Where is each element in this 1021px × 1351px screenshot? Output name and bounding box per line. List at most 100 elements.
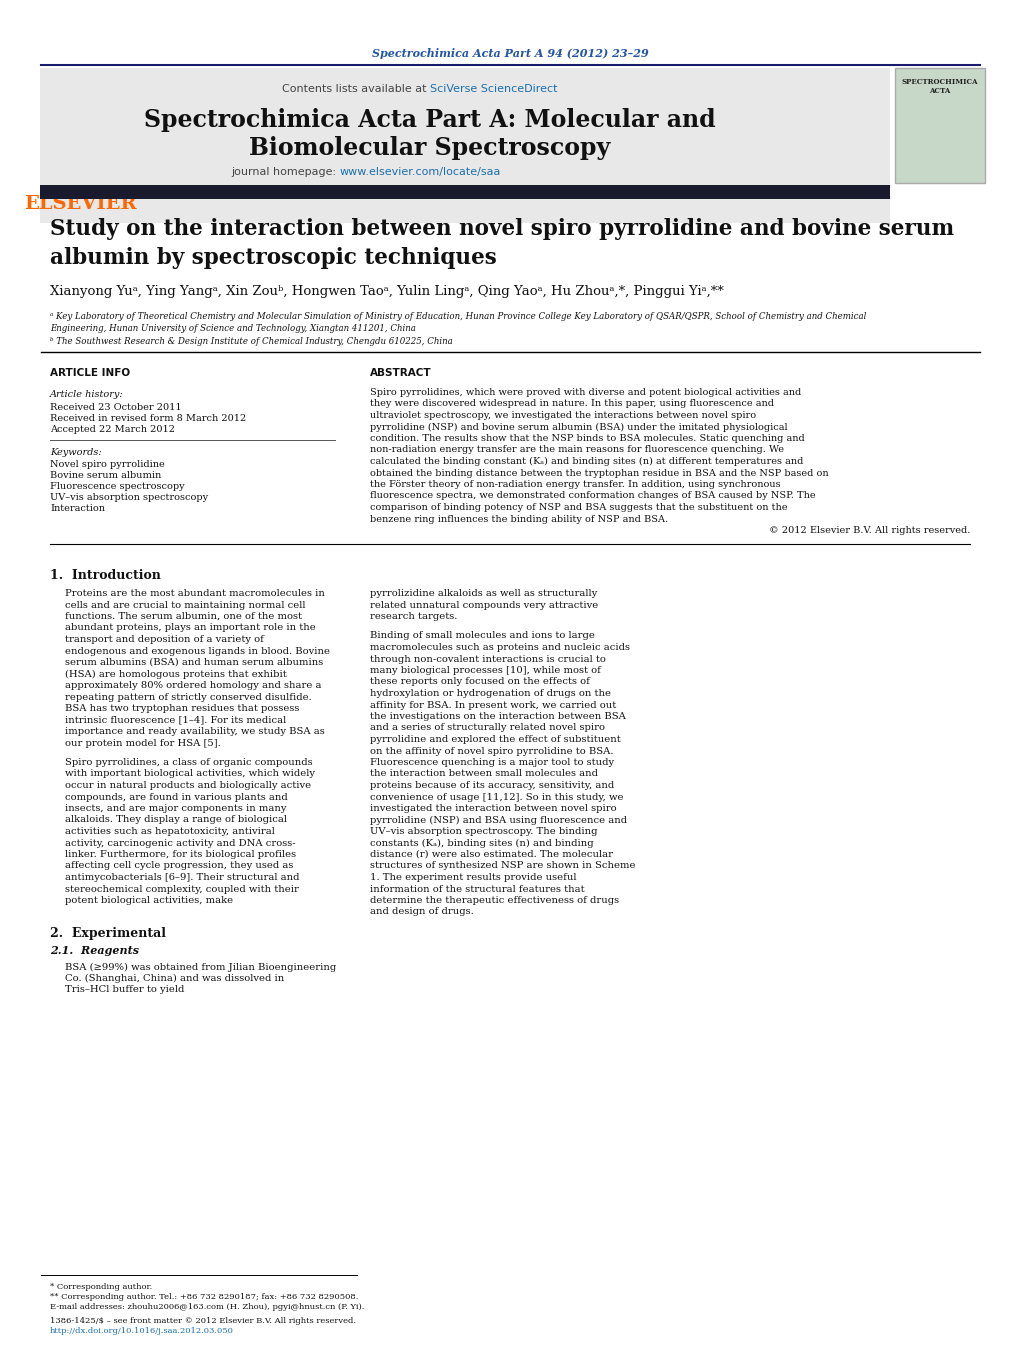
Text: Fluorescence quenching is a major tool to study: Fluorescence quenching is a major tool t… bbox=[370, 758, 614, 767]
Text: on the affinity of novel spiro pyrrolidine to BSA.: on the affinity of novel spiro pyrrolidi… bbox=[370, 747, 614, 755]
Text: obtained the binding distance between the tryptophan residue in BSA and the NSP : obtained the binding distance between th… bbox=[370, 469, 829, 477]
Text: linker. Furthermore, for its biological profiles: linker. Furthermore, for its biological … bbox=[65, 850, 296, 859]
Text: compounds, are found in various plants and: compounds, are found in various plants a… bbox=[65, 793, 288, 801]
Text: transport and deposition of a variety of: transport and deposition of a variety of bbox=[65, 635, 263, 644]
FancyBboxPatch shape bbox=[895, 68, 985, 182]
Text: non-radiation energy transfer are the main reasons for fluorescence quenching. W: non-radiation energy transfer are the ma… bbox=[370, 446, 784, 454]
Text: intrinsic fluorescence [1–4]. For its medical: intrinsic fluorescence [1–4]. For its me… bbox=[65, 716, 286, 724]
Text: the interaction between small molecules and: the interaction between small molecules … bbox=[370, 770, 598, 778]
Text: constants (Kₐ), binding sites (n) and binding: constants (Kₐ), binding sites (n) and bi… bbox=[370, 839, 593, 847]
Text: proteins because of its accuracy, sensitivity, and: proteins because of its accuracy, sensit… bbox=[370, 781, 615, 790]
Text: 1. The experiment results provide useful: 1. The experiment results provide useful bbox=[370, 873, 577, 882]
Text: UV–vis absorption spectroscopy: UV–vis absorption spectroscopy bbox=[50, 493, 208, 503]
Text: BSA (≥99%) was obtained from Jilian Bioengineering: BSA (≥99%) was obtained from Jilian Bioe… bbox=[65, 962, 336, 971]
Text: insects, and are major components in many: insects, and are major components in man… bbox=[65, 804, 287, 813]
Text: endogenous and exogenous ligands in blood. Bovine: endogenous and exogenous ligands in bloo… bbox=[65, 647, 330, 655]
Text: macromolecules such as proteins and nucleic acids: macromolecules such as proteins and nucl… bbox=[370, 643, 630, 653]
Text: these reports only focused on the effects of: these reports only focused on the effect… bbox=[370, 677, 590, 686]
Text: cells and are crucial to maintaining normal cell: cells and are crucial to maintaining nor… bbox=[65, 600, 305, 609]
Text: stereochemical complexity, coupled with their: stereochemical complexity, coupled with … bbox=[65, 885, 299, 893]
Text: they were discovered widespread in nature. In this paper, using fluorescence and: they were discovered widespread in natur… bbox=[370, 400, 774, 408]
Text: through non-covalent interactions is crucial to: through non-covalent interactions is cru… bbox=[370, 654, 605, 663]
Text: www.elsevier.com/locate/saa: www.elsevier.com/locate/saa bbox=[340, 168, 501, 177]
Text: convenience of usage [11,12]. So in this study, we: convenience of usage [11,12]. So in this… bbox=[370, 793, 624, 801]
Text: the Förster theory of non-radiation energy transfer. In addition, using synchron: the Förster theory of non-radiation ener… bbox=[370, 480, 781, 489]
Text: Novel spiro pyrrolidine: Novel spiro pyrrolidine bbox=[50, 459, 164, 469]
Text: Proteins are the most abundant macromolecules in: Proteins are the most abundant macromole… bbox=[65, 589, 325, 598]
Text: BSA has two tryptophan residues that possess: BSA has two tryptophan residues that pos… bbox=[65, 704, 299, 713]
FancyBboxPatch shape bbox=[40, 185, 890, 199]
Text: pyrrolidine (NSP) and bovine serum albumin (BSA) under the imitated physiologica: pyrrolidine (NSP) and bovine serum album… bbox=[370, 423, 787, 431]
Text: Fluorescence spectroscopy: Fluorescence spectroscopy bbox=[50, 482, 185, 490]
Text: Received 23 October 2011: Received 23 October 2011 bbox=[50, 403, 182, 412]
Text: activities such as hepatotoxicity, antiviral: activities such as hepatotoxicity, antiv… bbox=[65, 827, 275, 836]
Text: (HSA) are homologous proteins that exhibit: (HSA) are homologous proteins that exhib… bbox=[65, 670, 287, 678]
Text: * Corresponding author.: * Corresponding author. bbox=[50, 1283, 152, 1292]
Text: Bovine serum albumin: Bovine serum albumin bbox=[50, 471, 161, 480]
Text: activity, carcinogenic activity and DNA cross-: activity, carcinogenic activity and DNA … bbox=[65, 839, 296, 847]
Text: calculated the binding constant (Kₐ) and binding sites (n) at different temperat: calculated the binding constant (Kₐ) and… bbox=[370, 457, 804, 466]
Text: ABSTRACT: ABSTRACT bbox=[370, 367, 432, 378]
Text: ultraviolet spectroscopy, we investigated the interactions between novel spiro: ultraviolet spectroscopy, we investigate… bbox=[370, 411, 757, 420]
Text: pyrrolizidine alkaloids as well as structurally: pyrrolizidine alkaloids as well as struc… bbox=[370, 589, 597, 598]
Text: Received in revised form 8 March 2012: Received in revised form 8 March 2012 bbox=[50, 413, 246, 423]
Text: Engineering, Hunan University of Science and Technology, Xiangtan 411201, China: Engineering, Hunan University of Science… bbox=[50, 324, 416, 332]
Text: alkaloids. They display a range of biological: alkaloids. They display a range of biolo… bbox=[65, 816, 287, 824]
Text: hydroxylation or hydrogenation of drugs on the: hydroxylation or hydrogenation of drugs … bbox=[370, 689, 611, 698]
Text: ᵃ Key Laboratory of Theoretical Chemistry and Molecular Simulation of Ministry o: ᵃ Key Laboratory of Theoretical Chemistr… bbox=[50, 312, 867, 322]
Text: comparison of binding potency of NSP and BSA suggests that the substituent on th: comparison of binding potency of NSP and… bbox=[370, 503, 787, 512]
Text: Spiro pyrrolidines, which were proved with diverse and potent biological activit: Spiro pyrrolidines, which were proved wi… bbox=[370, 388, 801, 397]
Text: Accepted 22 March 2012: Accepted 22 March 2012 bbox=[50, 426, 175, 434]
Text: antimycobacterials [6–9]. Their structural and: antimycobacterials [6–9]. Their structur… bbox=[65, 873, 299, 882]
Text: functions. The serum albumin, one of the most: functions. The serum albumin, one of the… bbox=[65, 612, 302, 621]
Text: ** Corresponding author. Tel.: +86 732 8290187; fax: +86 732 8290508.: ** Corresponding author. Tel.: +86 732 8… bbox=[50, 1293, 358, 1301]
Text: Article history:: Article history: bbox=[50, 390, 124, 399]
Text: occur in natural products and biologically active: occur in natural products and biological… bbox=[65, 781, 311, 790]
Text: ᵇ The Southwest Research & Design Institute of Chemical Industry, Chengdu 610225: ᵇ The Southwest Research & Design Instit… bbox=[50, 336, 452, 346]
Text: affinity for BSA. In present work, we carried out: affinity for BSA. In present work, we ca… bbox=[370, 701, 617, 709]
Text: Spectrochimica Acta Part A 94 (2012) 23–29: Spectrochimica Acta Part A 94 (2012) 23–… bbox=[372, 49, 648, 59]
Text: Binding of small molecules and ions to large: Binding of small molecules and ions to l… bbox=[370, 631, 595, 640]
Text: UV–vis absorption spectroscopy. The binding: UV–vis absorption spectroscopy. The bind… bbox=[370, 827, 597, 836]
Text: abundant proteins, plays an important role in the: abundant proteins, plays an important ro… bbox=[65, 624, 315, 632]
Text: © 2012 Elsevier B.V. All rights reserved.: © 2012 Elsevier B.V. All rights reserved… bbox=[769, 526, 970, 535]
Text: research targets.: research targets. bbox=[370, 612, 457, 621]
Text: http://dx.doi.org/10.1016/j.saa.2012.03.050: http://dx.doi.org/10.1016/j.saa.2012.03.… bbox=[50, 1327, 234, 1335]
Text: serum albumins (BSA) and human serum albumins: serum albumins (BSA) and human serum alb… bbox=[65, 658, 324, 667]
Text: journal homepage:: journal homepage: bbox=[232, 168, 340, 177]
Text: structures of synthesized NSP are shown in Scheme: structures of synthesized NSP are shown … bbox=[370, 862, 635, 870]
Text: 2.  Experimental: 2. Experimental bbox=[50, 928, 166, 940]
FancyBboxPatch shape bbox=[40, 68, 890, 223]
Text: 2.1.  Reagents: 2.1. Reagents bbox=[50, 946, 139, 957]
Text: ARTICLE INFO: ARTICLE INFO bbox=[50, 367, 130, 378]
Text: with important biological activities, which widely: with important biological activities, wh… bbox=[65, 770, 315, 778]
Text: Spectrochimica Acta Part A: Molecular and: Spectrochimica Acta Part A: Molecular an… bbox=[144, 108, 716, 132]
Text: Study on the interaction between novel spiro pyrrolidine and bovine serum: Study on the interaction between novel s… bbox=[50, 218, 955, 240]
Text: Tris–HCl buffer to yield: Tris–HCl buffer to yield bbox=[65, 985, 185, 994]
Text: repeating pattern of strictly conserved disulfide.: repeating pattern of strictly conserved … bbox=[65, 693, 311, 701]
Text: investigated the interaction between novel spiro: investigated the interaction between nov… bbox=[370, 804, 617, 813]
Text: importance and ready availability, we study BSA as: importance and ready availability, we st… bbox=[65, 727, 325, 736]
Text: 1.  Introduction: 1. Introduction bbox=[50, 569, 161, 582]
Text: pyrrolidine and explored the effect of substituent: pyrrolidine and explored the effect of s… bbox=[370, 735, 621, 744]
Text: approximately 80% ordered homology and share a: approximately 80% ordered homology and s… bbox=[65, 681, 322, 690]
Text: SPECTROCHIMICA
ACTA: SPECTROCHIMICA ACTA bbox=[902, 78, 978, 95]
Text: potent biological activities, make: potent biological activities, make bbox=[65, 896, 233, 905]
Text: our protein model for HSA [5].: our protein model for HSA [5]. bbox=[65, 739, 221, 747]
Text: related unnatural compounds very attractive: related unnatural compounds very attract… bbox=[370, 600, 598, 609]
Text: Biomolecular Spectroscopy: Biomolecular Spectroscopy bbox=[249, 136, 611, 159]
Text: Keywords:: Keywords: bbox=[50, 449, 102, 457]
Text: and a series of structurally related novel spiro: and a series of structurally related nov… bbox=[370, 724, 605, 732]
Text: E-mail addresses: zhouhu2006@163.com (H. Zhou), pgyi@hnust.cn (P. Yi).: E-mail addresses: zhouhu2006@163.com (H.… bbox=[50, 1302, 364, 1310]
Text: albumin by spectroscopic techniques: albumin by spectroscopic techniques bbox=[50, 247, 497, 269]
Text: determine the therapeutic effectiveness of drugs: determine the therapeutic effectiveness … bbox=[370, 896, 619, 905]
Text: affecting cell cycle progression, they used as: affecting cell cycle progression, they u… bbox=[65, 862, 293, 870]
Text: the investigations on the interaction between BSA: the investigations on the interaction be… bbox=[370, 712, 626, 721]
Text: information of the structural features that: information of the structural features t… bbox=[370, 885, 585, 893]
Text: Contents lists available at: Contents lists available at bbox=[282, 84, 430, 95]
Text: 1386-1425/$ – see front matter © 2012 Elsevier B.V. All rights reserved.: 1386-1425/$ – see front matter © 2012 El… bbox=[50, 1317, 356, 1325]
Text: benzene ring influences the binding ability of NSP and BSA.: benzene ring influences the binding abil… bbox=[370, 515, 668, 523]
Text: ELSEVIER: ELSEVIER bbox=[23, 195, 137, 213]
Text: fluorescence spectra, we demonstrated conformation changes of BSA caused by NSP.: fluorescence spectra, we demonstrated co… bbox=[370, 492, 816, 500]
Text: Co. (Shanghai, China) and was dissolved in: Co. (Shanghai, China) and was dissolved … bbox=[65, 974, 284, 984]
